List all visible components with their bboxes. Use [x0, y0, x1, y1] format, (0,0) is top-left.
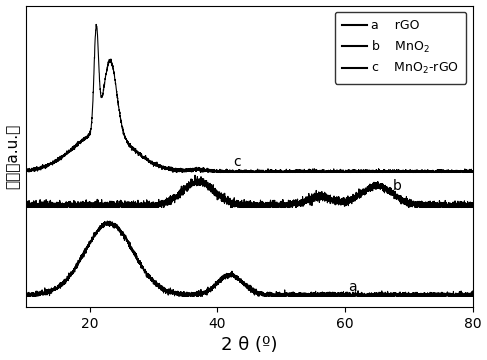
Legend: a    rGO, b    MnO$_2$, c    MnO$_2$-rGO: a rGO, b MnO$_2$, c MnO$_2$-rGO — [335, 12, 467, 84]
X-axis label: 2 θ (º): 2 θ (º) — [221, 337, 278, 355]
Text: c: c — [233, 155, 241, 169]
Text: b: b — [393, 179, 402, 193]
Y-axis label: 强度（a.u.）: 强度（a.u.） — [5, 124, 20, 189]
Text: a: a — [348, 280, 357, 294]
